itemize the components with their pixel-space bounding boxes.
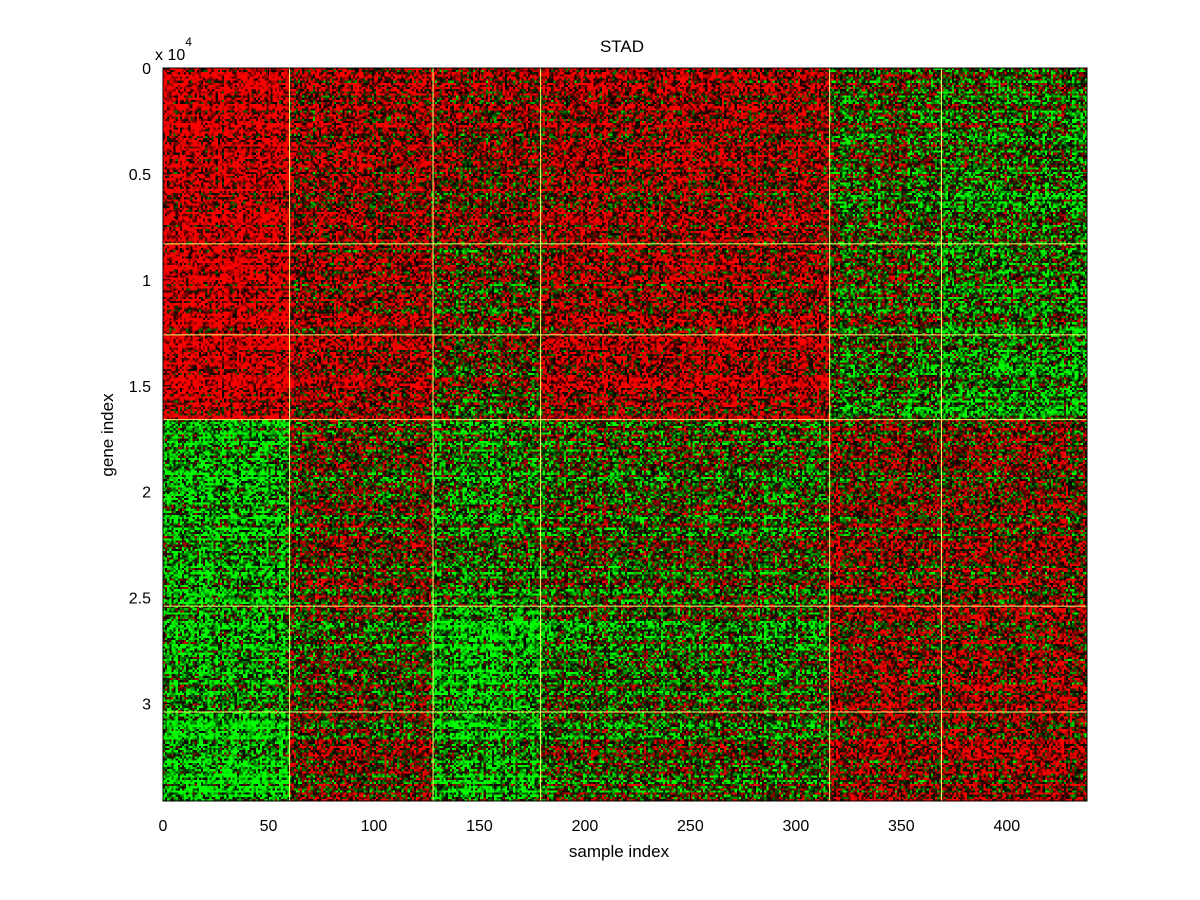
y-tick-label: 2.5 [129,591,151,608]
y-axis-label: gene index [98,393,117,477]
y-axis-multiplier: x 104 [155,35,192,64]
x-tick-label: 400 [993,818,1020,835]
x-tick-label: 200 [572,818,599,835]
y-tick-label: 1.5 [129,379,151,396]
x-tick-label: 0 [159,818,168,835]
y-multiplier-exponent: 4 [185,35,192,49]
y-tick-label: 0.5 [129,167,151,184]
y-tick-label: 1 [142,273,151,290]
cluster-boundaries [163,68,1087,801]
x-tick-label: 100 [361,818,388,835]
x-axis: 0 50 100 150 200 250 300 350 400 [159,68,1020,835]
plot-area [162,67,1088,802]
x-tick-label: 300 [783,818,810,835]
chart-title: STAD [600,37,644,56]
y-multiplier-base: x 10 [155,47,185,64]
y-tick-label: 2 [142,485,151,502]
y-axis: 0 0.5 1 1.5 2 2.5 3 [129,61,1087,714]
x-axis-label: sample index [569,842,670,861]
y-tick-label: 3 [142,697,151,714]
plot-frame [162,67,1088,802]
y-tick-label: 0 [142,61,151,78]
heatmap-cells [163,68,1087,801]
x-tick-label: 150 [466,818,493,835]
x-tick-label: 50 [260,818,278,835]
x-tick-label: 250 [677,818,704,835]
x-tick-label: 350 [888,818,915,835]
